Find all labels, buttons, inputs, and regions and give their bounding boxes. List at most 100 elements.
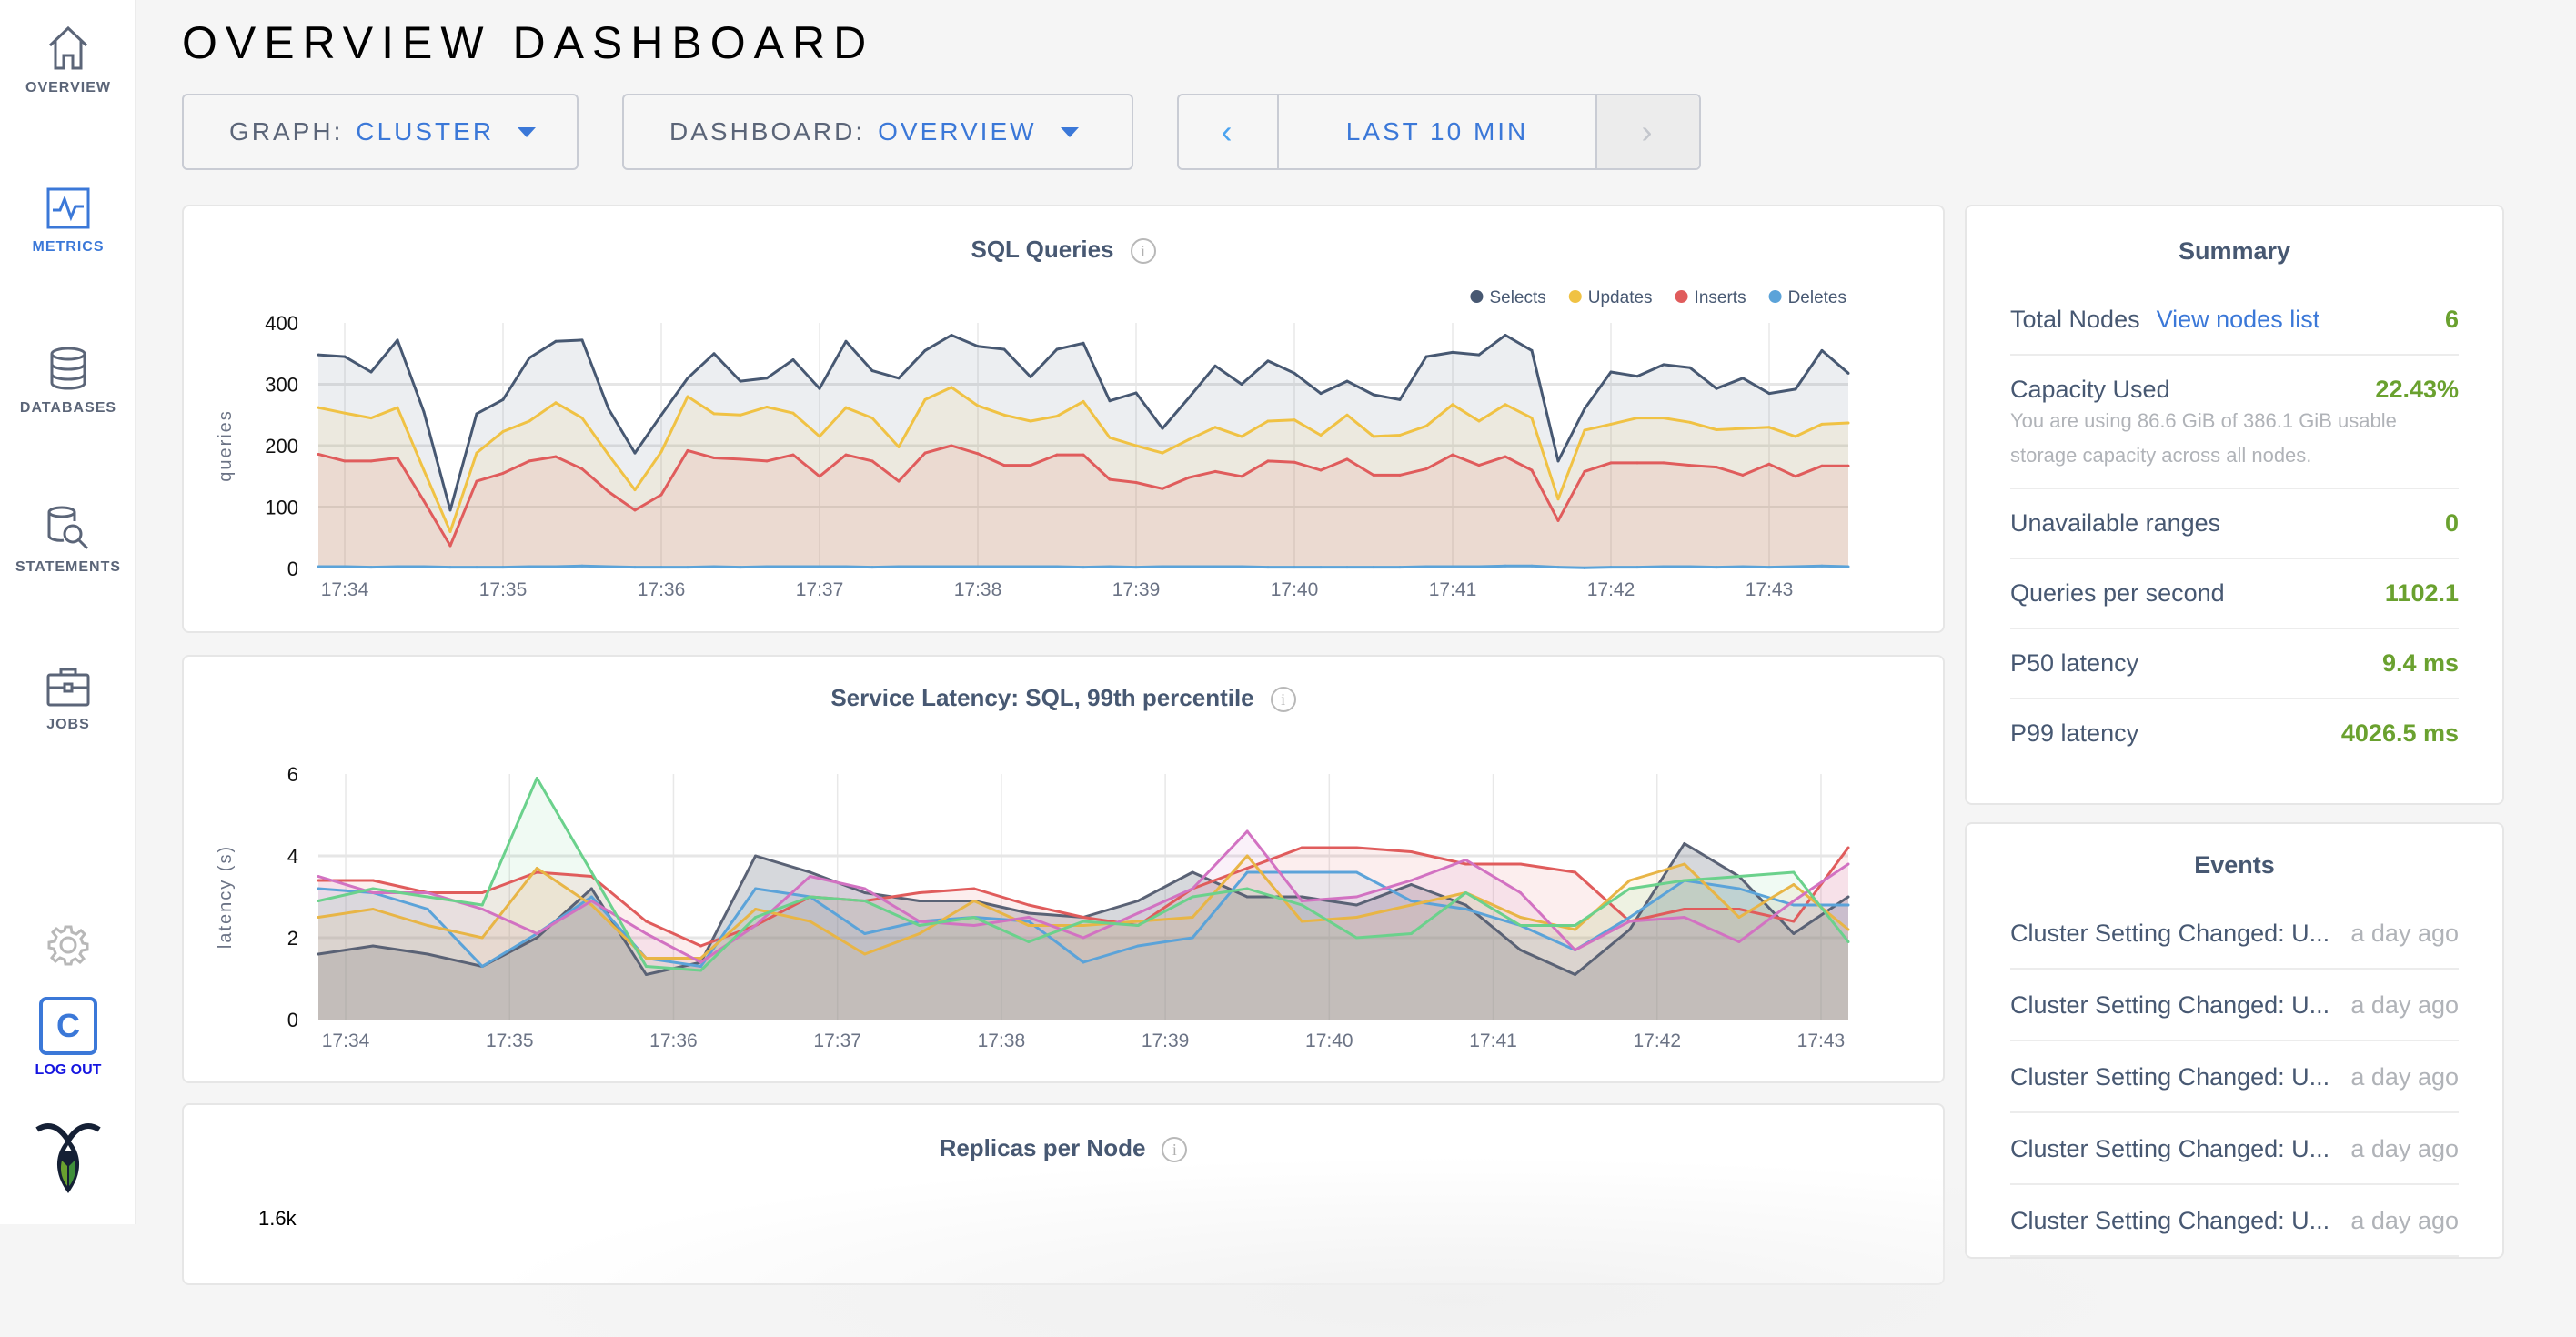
series-deletes — [317, 564, 1850, 569]
data-point — [1187, 476, 1191, 479]
data-point — [818, 565, 821, 568]
data-point — [1504, 455, 1507, 458]
data-point — [475, 451, 478, 455]
data-point — [501, 429, 505, 433]
info-icon[interactable]: i — [1162, 1137, 1188, 1163]
view-nodes-link[interactable]: View nodes list — [2156, 306, 2320, 333]
data-point — [396, 565, 399, 568]
data-point — [1609, 422, 1613, 426]
summary-value: 4026.5 ms — [2340, 719, 2459, 747]
event-item[interactable]: Cluster Setting Changed: U... a day ago — [2010, 1041, 2459, 1113]
data-point — [1683, 842, 1686, 845]
data-point — [765, 565, 769, 568]
data-point — [1820, 564, 1824, 568]
data-point — [1398, 434, 1402, 437]
sidebar-item-overview[interactable]: OVERVIEW — [0, 25, 136, 96]
summary-value: 9.4 ms — [2381, 649, 2459, 677]
time-next-button[interactable]: › — [1597, 96, 1699, 168]
data-point — [791, 358, 795, 361]
info-icon[interactable]: i — [1130, 238, 1156, 265]
data-point — [1519, 949, 1523, 951]
time-range-label[interactable]: LAST 10 MIN — [1279, 96, 1597, 168]
info-icon[interactable]: i — [1270, 687, 1296, 713]
series-area — [318, 446, 1848, 568]
summary-card: Summary Total Nodes View nodes list 6 Cap… — [1965, 205, 2504, 805]
legend-label: Selects — [1489, 288, 1545, 307]
data-point — [1688, 464, 1692, 467]
series-area — [318, 778, 1848, 1020]
data-point — [1451, 403, 1454, 407]
logout-button[interactable]: C LOG OUT — [0, 997, 136, 1079]
data-point — [607, 407, 610, 410]
data-point — [1741, 565, 1745, 568]
summary-label: Capacity Used — [2010, 376, 2170, 403]
data-point — [426, 895, 429, 899]
data-point — [589, 903, 593, 907]
sidebar-item-jobs[interactable]: JOBS — [0, 666, 136, 733]
data-point — [426, 908, 429, 910]
legend-swatch — [1568, 290, 1582, 303]
data-point — [686, 395, 689, 398]
data-point — [1409, 932, 1413, 935]
summary-label: P99 latency — [2010, 719, 2139, 747]
data-point — [923, 451, 927, 455]
data-point — [554, 401, 558, 405]
data-point — [1635, 461, 1639, 465]
data-point — [699, 969, 702, 972]
data-point — [1082, 453, 1085, 457]
data-point — [791, 411, 795, 415]
data-point — [528, 419, 531, 423]
data-point — [1108, 565, 1112, 568]
data-point — [1082, 936, 1085, 940]
data-point — [1767, 566, 1771, 569]
graph-dropdown[interactable]: GRAPH: CLUSTER — [182, 94, 579, 170]
data-point — [1029, 464, 1032, 467]
data-point — [1354, 903, 1358, 907]
data-point — [1055, 347, 1059, 351]
event-item[interactable]: Cluster Setting Changed: U... a day ago — [2010, 898, 2459, 970]
data-point — [528, 565, 531, 568]
sidebar-item-databases[interactable]: DATABASES — [0, 346, 136, 417]
y-tick-label: 400 — [265, 312, 298, 335]
data-point — [1191, 887, 1194, 890]
dashboard-dropdown[interactable]: DASHBOARD: OVERVIEW — [622, 94, 1133, 170]
data-point — [1161, 427, 1164, 430]
legend-swatch — [1768, 290, 1782, 303]
data-point — [1628, 916, 1632, 919]
sidebar-item-statements[interactable]: STATEMENTS — [0, 505, 136, 576]
data-point — [1767, 462, 1771, 466]
x-tick-label: 17:36 — [649, 1030, 698, 1051]
event-item[interactable]: Cluster Setting Changed: U... a day ago — [2010, 970, 2459, 1041]
x-tick-label: 17:34 — [321, 579, 369, 600]
data-point — [1240, 475, 1243, 478]
data-point — [1191, 916, 1194, 919]
data-point — [1245, 895, 1249, 899]
series-5 — [317, 777, 1850, 972]
data-point — [897, 479, 901, 483]
sidebar-item-metrics[interactable]: METRICS — [0, 186, 136, 256]
data-point — [950, 565, 953, 568]
data-point — [1398, 397, 1402, 401]
data-point — [976, 404, 980, 407]
data-point — [426, 924, 429, 927]
time-prev-button[interactable]: ‹ — [1179, 96, 1279, 168]
data-point — [1530, 348, 1534, 352]
data-point — [1464, 862, 1467, 866]
data-point — [371, 887, 375, 890]
data-point — [589, 887, 593, 890]
data-point — [317, 900, 320, 902]
data-point — [739, 457, 742, 461]
data-point — [480, 891, 484, 894]
series-updates — [317, 386, 1850, 533]
event-item[interactable]: Cluster Setting Changed: U... a day ago — [2010, 1185, 2459, 1257]
event-item[interactable]: Cluster Setting Changed: U... a day ago — [2010, 1113, 2459, 1185]
y-tick-label: 0 — [287, 558, 298, 580]
data-point — [1213, 426, 1217, 429]
data-point — [1737, 887, 1741, 890]
data-point — [972, 887, 976, 890]
series-selects — [317, 334, 1850, 512]
settings-button[interactable] — [0, 924, 136, 966]
data-point — [426, 891, 429, 894]
data-point — [1002, 565, 1006, 568]
data-point — [765, 377, 769, 380]
